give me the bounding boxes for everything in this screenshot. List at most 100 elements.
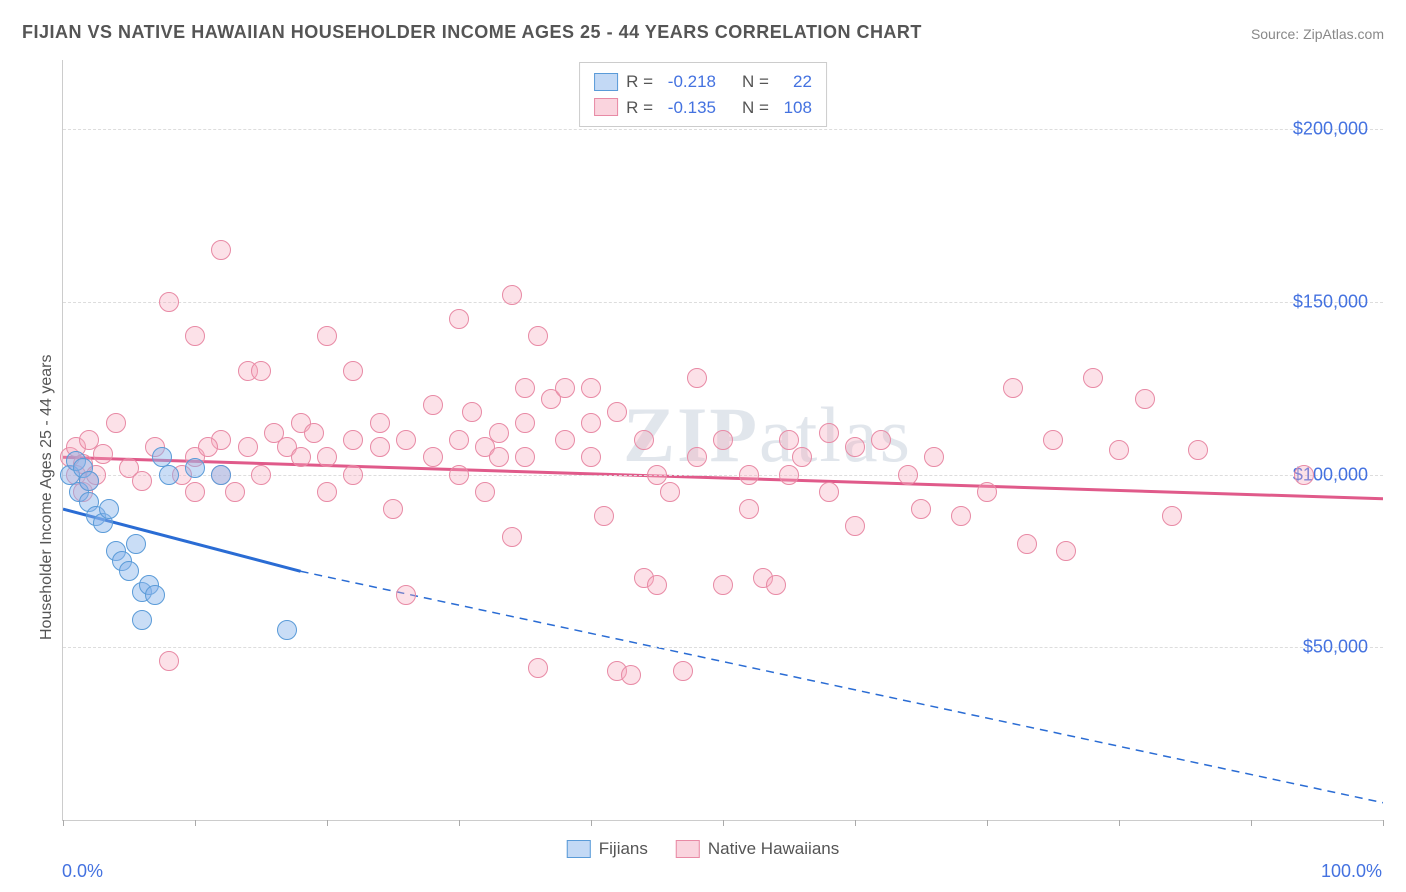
- scatter-point-pink: [792, 447, 812, 467]
- scatter-point-blue: [145, 585, 165, 605]
- x-tick-mark: [63, 820, 64, 826]
- scatter-point-pink: [159, 292, 179, 312]
- scatter-point-blue: [159, 465, 179, 485]
- scatter-point-pink: [251, 361, 271, 381]
- scatter-point-pink: [739, 465, 759, 485]
- gridline: [63, 647, 1383, 648]
- scatter-point-pink: [343, 361, 363, 381]
- legend-row-pink: R = -0.135 N = 108: [594, 95, 812, 121]
- scatter-point-pink: [449, 309, 469, 329]
- scatter-point-pink: [739, 499, 759, 519]
- scatter-point-pink: [687, 368, 707, 388]
- scatter-point-pink: [581, 447, 601, 467]
- scatter-point-pink: [251, 465, 271, 485]
- scatter-point-pink: [423, 395, 443, 415]
- scatter-point-pink: [462, 402, 482, 422]
- swatch-pink: [594, 98, 618, 116]
- scatter-point-blue: [126, 534, 146, 554]
- plot-area: ZIPatlas $50,000$100,000$150,000$200,000: [62, 60, 1383, 821]
- scatter-point-blue: [185, 458, 205, 478]
- scatter-point-pink: [607, 402, 627, 422]
- n-value-pink: 108: [777, 95, 812, 121]
- scatter-point-pink: [528, 658, 548, 678]
- x-tick-mark: [327, 820, 328, 826]
- n-label-blue: N =: [742, 69, 769, 95]
- scatter-point-pink: [515, 378, 535, 398]
- scatter-point-pink: [1109, 440, 1129, 460]
- scatter-point-pink: [1294, 465, 1314, 485]
- x-tick-mark: [987, 820, 988, 826]
- x-axis-max-label: 100.0%: [1321, 861, 1382, 882]
- scatter-point-pink: [185, 482, 205, 502]
- scatter-point-pink: [898, 465, 918, 485]
- x-tick-mark: [1383, 820, 1384, 826]
- swatch-blue: [594, 73, 618, 91]
- scatter-point-pink: [449, 430, 469, 450]
- scatter-point-pink: [317, 482, 337, 502]
- scatter-point-pink: [779, 465, 799, 485]
- r-value-blue: -0.218: [661, 69, 716, 95]
- scatter-point-pink: [515, 413, 535, 433]
- legend-row-blue: R = -0.218 N = 22: [594, 69, 812, 95]
- scatter-point-pink: [528, 326, 548, 346]
- legend-item-hawaiians: Native Hawaiians: [676, 839, 839, 859]
- scatter-point-pink: [238, 437, 258, 457]
- scatter-point-pink: [132, 471, 152, 491]
- scatter-point-pink: [489, 447, 509, 467]
- scatter-point-pink: [845, 516, 865, 536]
- scatter-point-pink: [911, 499, 931, 519]
- scatter-point-pink: [225, 482, 245, 502]
- x-tick-mark: [591, 820, 592, 826]
- scatter-point-pink: [1162, 506, 1182, 526]
- legend-series: Fijians Native Hawaiians: [567, 839, 839, 859]
- scatter-point-pink: [423, 447, 443, 467]
- r-label-pink: R =: [626, 95, 653, 121]
- scatter-point-pink: [977, 482, 997, 502]
- scatter-point-pink: [581, 378, 601, 398]
- chart-source: Source: ZipAtlas.com: [1251, 26, 1384, 42]
- scatter-point-pink: [211, 240, 231, 260]
- scatter-point-pink: [713, 430, 733, 450]
- scatter-point-pink: [515, 447, 535, 467]
- y-tick-label: $50,000: [1303, 637, 1368, 658]
- r-label-blue: R =: [626, 69, 653, 95]
- scatter-point-pink: [845, 437, 865, 457]
- chart-title: FIJIAN VS NATIVE HAWAIIAN HOUSEHOLDER IN…: [22, 22, 922, 43]
- scatter-point-pink: [185, 326, 205, 346]
- scatter-point-pink: [489, 423, 509, 443]
- scatter-point-pink: [1017, 534, 1037, 554]
- scatter-point-blue: [99, 499, 119, 519]
- scatter-point-pink: [581, 413, 601, 433]
- scatter-point-pink: [1003, 378, 1023, 398]
- scatter-point-pink: [93, 444, 113, 464]
- scatter-point-blue: [277, 620, 297, 640]
- scatter-point-blue: [211, 465, 231, 485]
- x-axis-min-label: 0.0%: [62, 861, 103, 882]
- scatter-point-pink: [1083, 368, 1103, 388]
- gridline: [63, 302, 1383, 303]
- y-tick-label: $150,000: [1293, 291, 1368, 312]
- scatter-point-blue: [119, 561, 139, 581]
- scatter-point-pink: [291, 447, 311, 467]
- scatter-point-pink: [502, 285, 522, 305]
- n-value-blue: 22: [777, 69, 812, 95]
- scatter-point-pink: [647, 575, 667, 595]
- chart-container: FIJIAN VS NATIVE HAWAIIAN HOUSEHOLDER IN…: [0, 0, 1406, 892]
- swatch-fijians: [567, 840, 591, 858]
- scatter-point-pink: [317, 326, 337, 346]
- scatter-point-pink: [1043, 430, 1063, 450]
- scatter-point-pink: [159, 651, 179, 671]
- trend-line: [301, 571, 1383, 802]
- scatter-point-pink: [713, 575, 733, 595]
- scatter-point-pink: [343, 465, 363, 485]
- legend-item-fijians: Fijians: [567, 839, 648, 859]
- n-label-pink: N =: [742, 95, 769, 121]
- scatter-point-blue: [79, 471, 99, 491]
- scatter-point-pink: [779, 430, 799, 450]
- scatter-point-pink: [594, 506, 614, 526]
- r-value-pink: -0.135: [661, 95, 716, 121]
- scatter-point-pink: [660, 482, 680, 502]
- scatter-point-pink: [819, 482, 839, 502]
- scatter-point-pink: [343, 430, 363, 450]
- scatter-point-pink: [634, 430, 654, 450]
